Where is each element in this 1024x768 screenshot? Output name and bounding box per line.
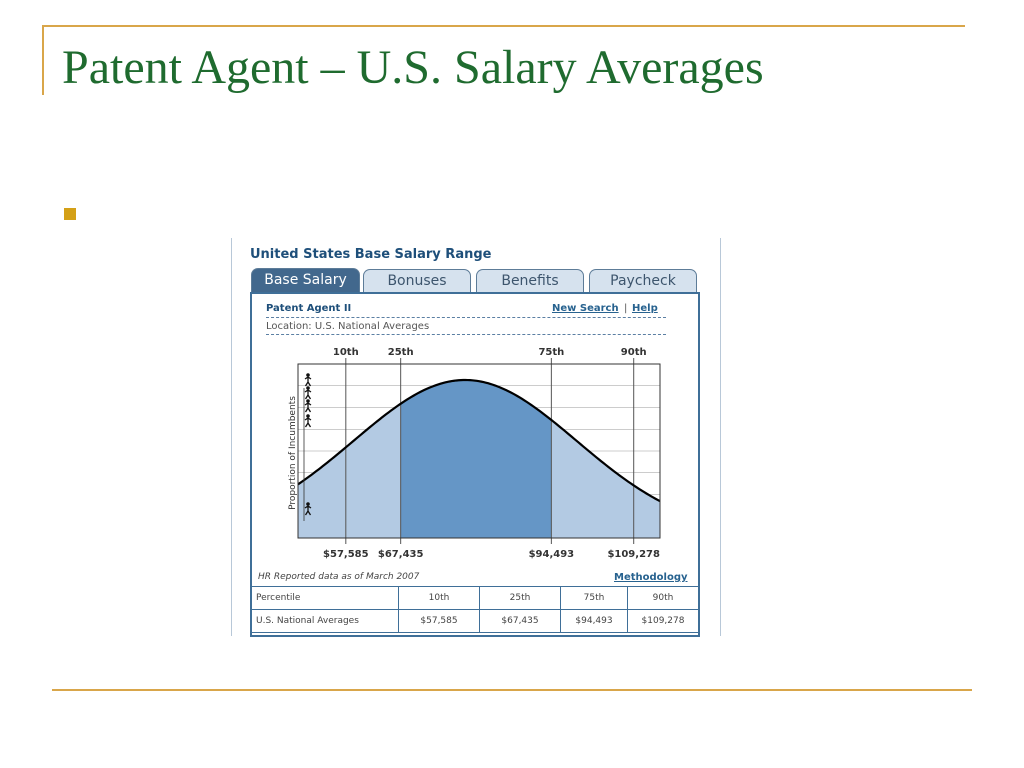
left-rule <box>42 25 44 95</box>
person-icon <box>304 399 312 413</box>
table-cell: Percentile <box>251 586 399 610</box>
table-cell: 25th <box>479 586 561 610</box>
x-tick-label: $67,435 <box>378 549 424 560</box>
reported-date: HR Reported data as of March 2007 <box>258 572 420 582</box>
x-tick-label: $94,493 <box>529 549 575 560</box>
x-tick-label: $109,278 <box>607 549 660 560</box>
new-search-link[interactable]: New Search <box>552 303 619 314</box>
location-text: Location: U.S. National Averages <box>266 321 430 332</box>
y-axis-label: Proportion of Incumbents <box>288 396 298 510</box>
table-cell: $109,278 <box>627 609 699 633</box>
bullet-square-icon <box>64 208 76 220</box>
job-title: Patent Agent II <box>266 303 352 314</box>
tab-paycheck[interactable]: Paycheck <box>589 269 697 292</box>
tab-base-salary[interactable]: Base Salary <box>251 268 360 293</box>
widget-title: United States Base Salary Range <box>250 247 492 262</box>
inner-area <box>400 380 552 538</box>
link-separator: | <box>624 303 628 314</box>
table-row: U.S. National Averages $57,585 $67,435 $… <box>251 609 699 633</box>
table-row: Percentile 10th 25th 75th 90th <box>251 586 699 610</box>
person-icon <box>304 373 312 387</box>
person-icon <box>304 386 312 400</box>
tab-benefits[interactable]: Benefits <box>476 269 584 292</box>
divider <box>266 334 666 335</box>
incumbent-icons <box>304 373 312 516</box>
tab-bonuses[interactable]: Bonuses <box>363 269 471 292</box>
person-icon <box>304 502 312 516</box>
table-cell: 10th <box>398 586 480 610</box>
methodology-link[interactable]: Methodology <box>614 572 688 583</box>
table-cell: $67,435 <box>479 609 561 633</box>
divider <box>266 317 666 318</box>
top-rule <box>42 25 965 27</box>
percentile-label: 10th <box>333 347 359 358</box>
salary-widget: United States Base Salary Range Base Sal… <box>231 238 721 637</box>
table-cell: U.S. National Averages <box>251 609 399 633</box>
bell-curve <box>297 378 661 503</box>
table-cell: 75th <box>560 586 628 610</box>
help-link[interactable]: Help <box>632 303 658 314</box>
percentile-labels: 10th 25th 75th 90th <box>333 347 647 358</box>
percentile-lines <box>345 358 635 544</box>
salary-distribution-chart: 10th 25th 75th 90th $57,585 $67,435 $94,493 $1… <box>288 347 661 560</box>
bottom-rule <box>52 689 972 691</box>
person-icon <box>304 414 312 428</box>
percentile-label: 75th <box>538 347 564 358</box>
x-tick-labels: $57,585 $67,435 $94,493 $109,278 <box>323 549 660 560</box>
table-cell: 90th <box>627 586 699 610</box>
slide-title: Patent Agent – U.S. Salary Averages <box>62 41 764 94</box>
table-cell: $94,493 <box>560 609 628 633</box>
plot-frame <box>297 363 661 539</box>
table-cell: $57,585 <box>398 609 480 633</box>
percentile-label: 25th <box>388 347 414 358</box>
x-tick-label: $57,585 <box>323 549 369 560</box>
percentile-table: Percentile 10th 25th 75th 90th U.S. Nati… <box>251 586 699 633</box>
percentile-label: 90th <box>621 347 647 358</box>
